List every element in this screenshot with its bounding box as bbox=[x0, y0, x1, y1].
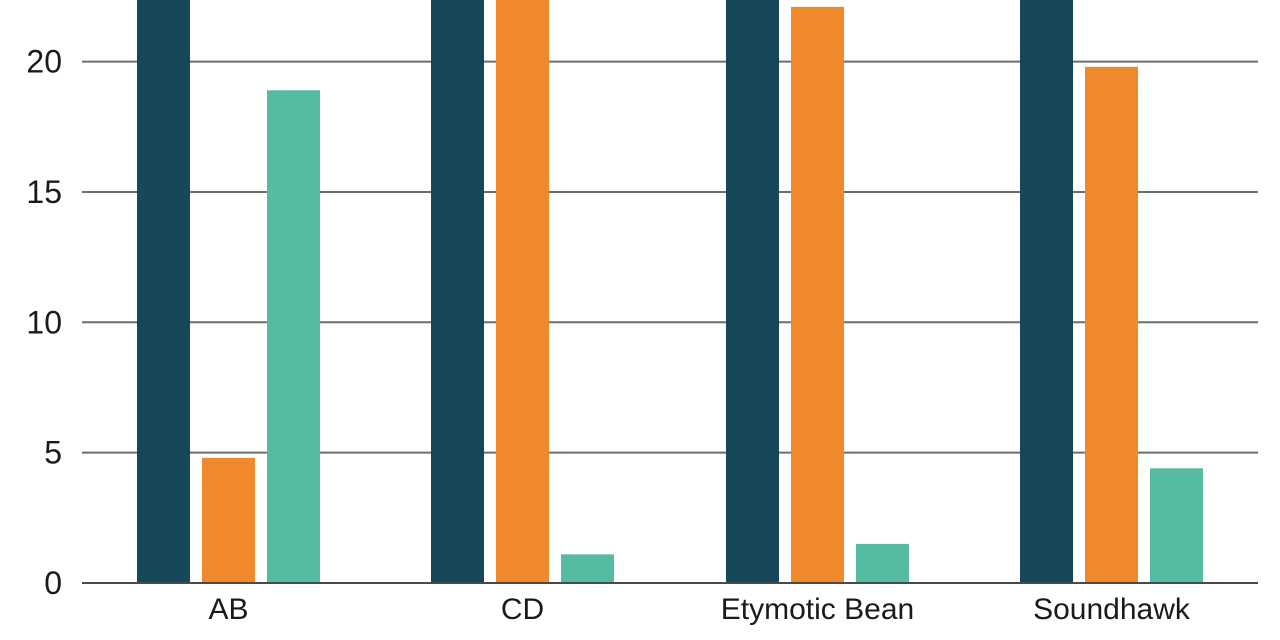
y-tick-label: 15 bbox=[26, 174, 62, 210]
x-category-label: Soundhawk bbox=[1033, 593, 1191, 626]
bar-soundhawk-series-2 bbox=[1085, 66, 1138, 583]
x-category-label: AB bbox=[208, 593, 248, 626]
bar-ab-series-3 bbox=[267, 90, 320, 583]
bar-cd-series-3 bbox=[561, 554, 614, 583]
y-tick-label: 10 bbox=[26, 304, 62, 340]
y-tick-label: 5 bbox=[44, 435, 62, 471]
bar-etymotic-bean-series-1 bbox=[726, 0, 779, 583]
gridlines bbox=[82, 60, 1258, 454]
y-tick-label: 20 bbox=[26, 44, 62, 80]
axes: 0 5 10 15 20 AB CD Etymotic Bean Soundhawk bbox=[26, 44, 1258, 626]
bars bbox=[137, 0, 1203, 583]
bar-etymotic-bean-series-2 bbox=[791, 6, 844, 583]
x-category-label: CD bbox=[501, 593, 544, 626]
bar-soundhawk-series-1 bbox=[1020, 0, 1073, 583]
bar-ab-series-2 bbox=[202, 457, 255, 583]
y-tick-label: 0 bbox=[44, 565, 62, 601]
bar-soundhawk-series-3 bbox=[1150, 468, 1203, 583]
bar-etymotic-bean-series-3 bbox=[856, 543, 909, 583]
bar-cd-series-1 bbox=[431, 0, 484, 583]
x-category-label: Etymotic Bean bbox=[721, 593, 914, 626]
bar-cd-series-2 bbox=[496, 0, 549, 583]
bar-ab-series-1 bbox=[137, 0, 190, 583]
